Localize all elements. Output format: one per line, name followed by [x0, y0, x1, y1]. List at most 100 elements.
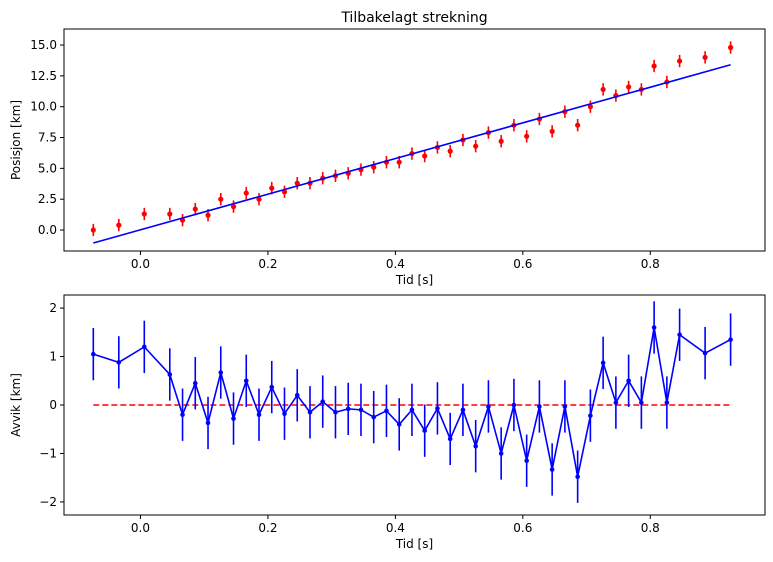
y-tick-label: 5.0: [38, 161, 57, 175]
residual-point: [460, 407, 466, 413]
data-point: [192, 206, 198, 212]
data-point: [727, 44, 734, 51]
deviation-ticks: 0.0 0.2 0.4 0.6 0.8 −2 −1 0 1 2: [39, 301, 660, 535]
residual-point: [320, 399, 326, 404]
residual-point: [702, 350, 708, 356]
deviation-panel: 0.0 0.2 0.4 0.6 0.8 −2 −1 0 1 2 Tid [s] Avvik [km…: [9, 294, 766, 551]
residual-point: [141, 344, 147, 350]
y-tick-label: 12.5: [30, 69, 57, 83]
residual-point: [218, 370, 224, 375]
residual-point: [345, 406, 351, 412]
data-point: [371, 164, 377, 170]
fit-line: [93, 63, 731, 244]
y-axis-label: Posisjon [km]: [9, 100, 23, 180]
residual-point: [167, 372, 173, 377]
data-point: [294, 180, 300, 186]
residual-point: [269, 384, 275, 390]
residual-point: [613, 400, 619, 405]
residual-point: [575, 474, 580, 480]
residual-point: [282, 411, 287, 417]
x-tick-label: 0.2: [258, 257, 277, 271]
data-point: [422, 153, 428, 159]
data-point: [600, 86, 606, 93]
data-point: [473, 143, 479, 149]
data-point: [141, 211, 147, 217]
residual-point: [116, 360, 122, 365]
data-point: [256, 196, 262, 202]
position-plot-area: [90, 41, 734, 244]
residual-point: [243, 378, 249, 384]
data-point: [116, 222, 122, 228]
residual-point: [205, 420, 211, 426]
x-tick-label: 0.0: [131, 521, 150, 535]
y-tick-label: −1: [39, 446, 57, 460]
y-tick-label: 15.0: [30, 38, 57, 52]
x-tick-label: 0.8: [641, 257, 660, 271]
x-tick-label: 0.8: [641, 521, 660, 535]
data-point: [677, 58, 683, 64]
x-tick-label: 0.2: [258, 521, 277, 535]
position-axes-frame: [63, 28, 766, 252]
y-tick-label: 7.5: [38, 131, 57, 145]
residual-point: [256, 412, 262, 417]
residual-point: [384, 408, 389, 414]
data-point: [626, 84, 632, 90]
data-point: [587, 104, 593, 110]
residual-point: [639, 400, 644, 405]
residual-point: [549, 467, 555, 472]
x-axis-label: Tid [s]: [395, 537, 433, 551]
data-point: [524, 133, 530, 139]
residual-point: [728, 337, 733, 342]
residual-point: [626, 378, 631, 384]
residual-point: [537, 404, 542, 409]
x-axis-label: Tid [s]: [395, 273, 433, 287]
residual-line: [93, 327, 731, 477]
residual-point: [677, 332, 682, 338]
residual-point: [588, 413, 593, 418]
residual-point: [409, 407, 415, 413]
residual-point: [307, 409, 313, 415]
y-tick-label: 10.0: [30, 100, 57, 114]
residual-point: [333, 409, 338, 415]
residual-point: [447, 436, 453, 442]
x-tick-label: 0.6: [513, 257, 532, 271]
y-tick-label: 1: [49, 350, 57, 364]
residual-point: [422, 428, 427, 433]
data-point: [498, 138, 504, 144]
residual-point: [562, 404, 568, 409]
residual-point: [511, 402, 517, 408]
residual-point: [396, 422, 402, 427]
data-point: [549, 128, 555, 134]
deviation-plot-area: [91, 301, 733, 503]
chart-title: Tilbakelagt strekning: [340, 10, 487, 26]
residual-point: [435, 406, 440, 411]
residual-point: [358, 407, 364, 413]
x-tick-label: 0.0: [131, 257, 150, 271]
y-tick-label: 0.0: [38, 223, 57, 237]
data-point: [396, 159, 402, 165]
data-point: [218, 196, 224, 202]
residual-point: [486, 404, 491, 409]
residual-point: [294, 393, 300, 398]
residual-point: [498, 451, 504, 456]
residual-point: [664, 400, 670, 405]
y-tick-label: 2: [49, 301, 57, 315]
residual-point: [180, 412, 185, 417]
position-ticks: 0.0 0.2 0.4 0.6 0.8 0.0 2.5 5.0 7.5 10.0 12.5 15.0: [30, 38, 660, 271]
data-point: [167, 211, 173, 217]
residual-point: [192, 380, 198, 386]
y-tick-label: 2.5: [38, 192, 57, 206]
data-point: [243, 190, 249, 196]
data-point: [90, 227, 96, 233]
x-tick-label: 0.6: [513, 521, 532, 535]
data-point: [205, 212, 211, 218]
data-point: [651, 63, 657, 69]
y-tick-label: 0: [49, 398, 57, 412]
residual-point: [231, 416, 236, 421]
y-tick-label: −2: [39, 495, 57, 509]
data-point: [575, 122, 581, 128]
data-point: [447, 148, 453, 154]
residual-point: [473, 443, 478, 449]
